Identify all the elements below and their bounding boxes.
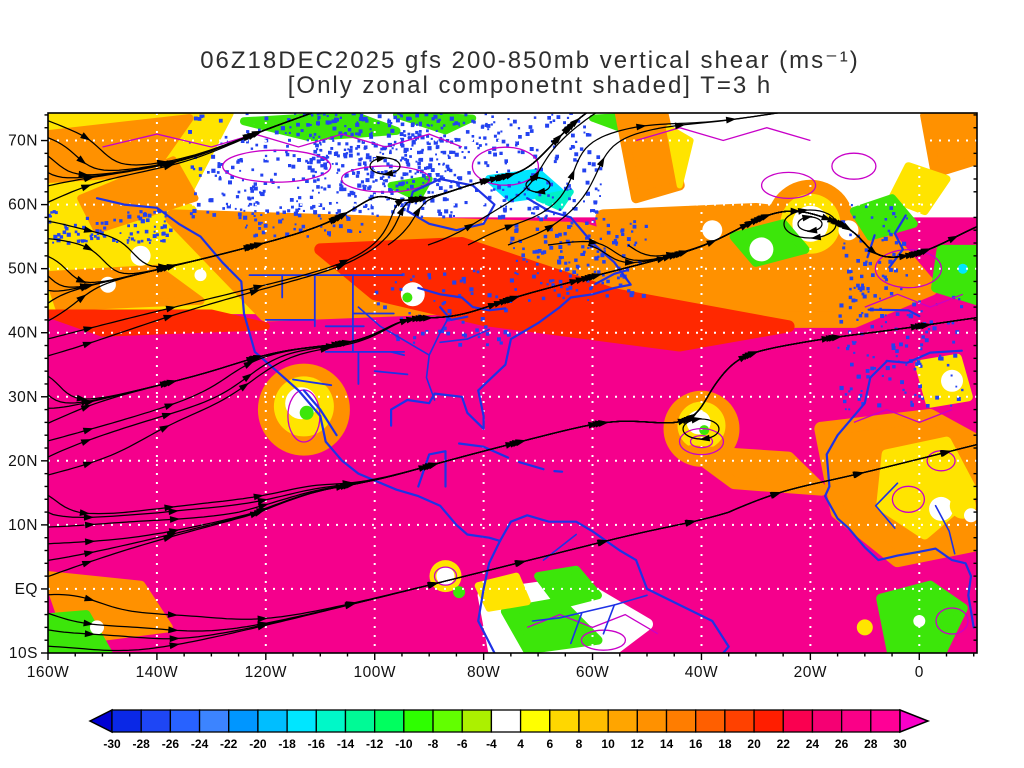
colorbar-segment: [140, 709, 172, 733]
y-axis-label: EQ: [15, 581, 38, 598]
negative-shear-speckles: [48, 113, 964, 411]
colorbar-tick-label: 22: [777, 737, 791, 751]
colorbar-tick-label: -20: [249, 737, 267, 751]
colorbar-segment: [811, 709, 843, 733]
y-axis-label: 10N: [8, 517, 38, 534]
y-axis-label: 10S: [9, 645, 38, 662]
colorbar-tick-label: 14: [660, 737, 674, 751]
colorbar-tick-label: 18: [718, 737, 732, 751]
colorbar-segment: [374, 709, 405, 733]
colorbar-tick-label: -12: [366, 737, 384, 751]
colorbar-segment: [724, 709, 755, 733]
colorbar-segment: [636, 709, 668, 733]
x-axis-label: 140W: [136, 664, 179, 681]
colorbar-segment: [169, 709, 201, 733]
y-axis-label: 60N: [8, 197, 38, 214]
x-axis-label: 80W: [467, 664, 500, 681]
colorbar-tick-label: -26: [162, 737, 180, 751]
colorbar-high-arrow: [899, 708, 931, 734]
colorbar-tick-label: -8: [428, 737, 439, 751]
colorbar-segment: [782, 709, 814, 733]
coastlines: [95, 177, 975, 653]
x-axis-label: 120W: [245, 664, 288, 681]
colorbar-tick-label: 4: [517, 737, 524, 751]
x-axis-label: 100W: [353, 664, 396, 681]
x-axis-label: 160W: [27, 664, 70, 681]
colorbar-tick-label: -28: [133, 737, 151, 751]
y-axis-label: 50N: [8, 261, 38, 278]
colorbar-segment: [578, 709, 609, 733]
colorbar-segment: [490, 709, 522, 733]
y-axis-label: 70N: [8, 133, 38, 150]
colorbar-segment: [519, 709, 551, 733]
colorbar-tick-label: -10: [395, 737, 413, 751]
map-area: [48, 113, 977, 653]
colorbar-segment: [344, 709, 376, 733]
colorbar-tick-label: -4: [486, 737, 497, 751]
colorbar-tick-label: -6: [457, 737, 468, 751]
x-axis-label: 0: [915, 664, 924, 681]
colorbar-segment: [198, 709, 230, 733]
figure-title: 06Z18DEC2025 gfs 200-850mb vertical shea…: [200, 47, 860, 74]
colorbar-tick-label: 30: [893, 737, 907, 751]
colorbar-tick-label: -24: [191, 737, 209, 751]
y-axis-label: 30N: [8, 389, 38, 406]
colorbar-tick-label: 24: [806, 737, 820, 751]
colorbar-segment: [840, 709, 872, 733]
colorbar-tick-label: 8: [576, 737, 583, 751]
y-axis-label: 40N: [8, 325, 38, 342]
colorbar-segment: [228, 709, 259, 733]
colorbar-tick-label: -14: [337, 737, 355, 751]
colorbar-tick-label: -22: [220, 737, 238, 751]
streamline-arrows: [75, 116, 959, 650]
colorbar-tick-label: -30: [103, 737, 121, 751]
colorbar-segment: [753, 709, 784, 733]
x-axis-label: 20W: [794, 664, 827, 681]
shaded-shear-field: [48, 113, 977, 653]
colorbar-segment: [695, 709, 726, 733]
colorbar-segment: [549, 709, 580, 733]
axes: 70N 60N 50N 40N 30N 20N 10N EQ 10S 160W 140W 120W 10…: [8, 114, 977, 681]
colorbar-low-arrow: [88, 708, 113, 734]
map-border: [47, 112, 978, 654]
colorbar-tick-label: 26: [835, 737, 849, 751]
colorbar-segment: [257, 709, 288, 733]
colorbar-segment: [403, 709, 434, 733]
colorbar-segment: [461, 709, 493, 733]
colorbar: -30 -28 -26 -24 -22 -20 -18 -16 -14 -12 -10 -8 -6 -4 4…: [88, 708, 931, 751]
x-axis-label: 60W: [576, 664, 609, 681]
colorbar-segment: [607, 709, 638, 733]
colorbar-segment: [111, 709, 142, 733]
figure-subtitle: [Only zonal componetnt shaded] T=3 h: [287, 72, 773, 99]
colorbar-tick-label: 10: [601, 737, 615, 751]
colorbar-tick-label: 6: [546, 737, 553, 751]
colorbar-tick-label: 28: [864, 737, 878, 751]
colorbar-tick-label: -16: [308, 737, 326, 751]
colorbar-tick-label: 20: [747, 737, 761, 751]
colorbar-tick-label: -18: [278, 737, 296, 751]
colorbar-segment: [315, 709, 347, 733]
purple-contours: [102, 127, 969, 651]
colorbar-segment: [286, 709, 317, 733]
colorbar-segment: [665, 709, 697, 733]
colorbar-segment: [432, 709, 463, 733]
colorbar-tick-label: 16: [689, 737, 703, 751]
colorbar-segment: [870, 709, 901, 733]
x-axis-label: 40W: [685, 664, 718, 681]
y-axis-label: 20N: [8, 453, 38, 470]
colorbar-tick-label: 12: [631, 737, 645, 751]
